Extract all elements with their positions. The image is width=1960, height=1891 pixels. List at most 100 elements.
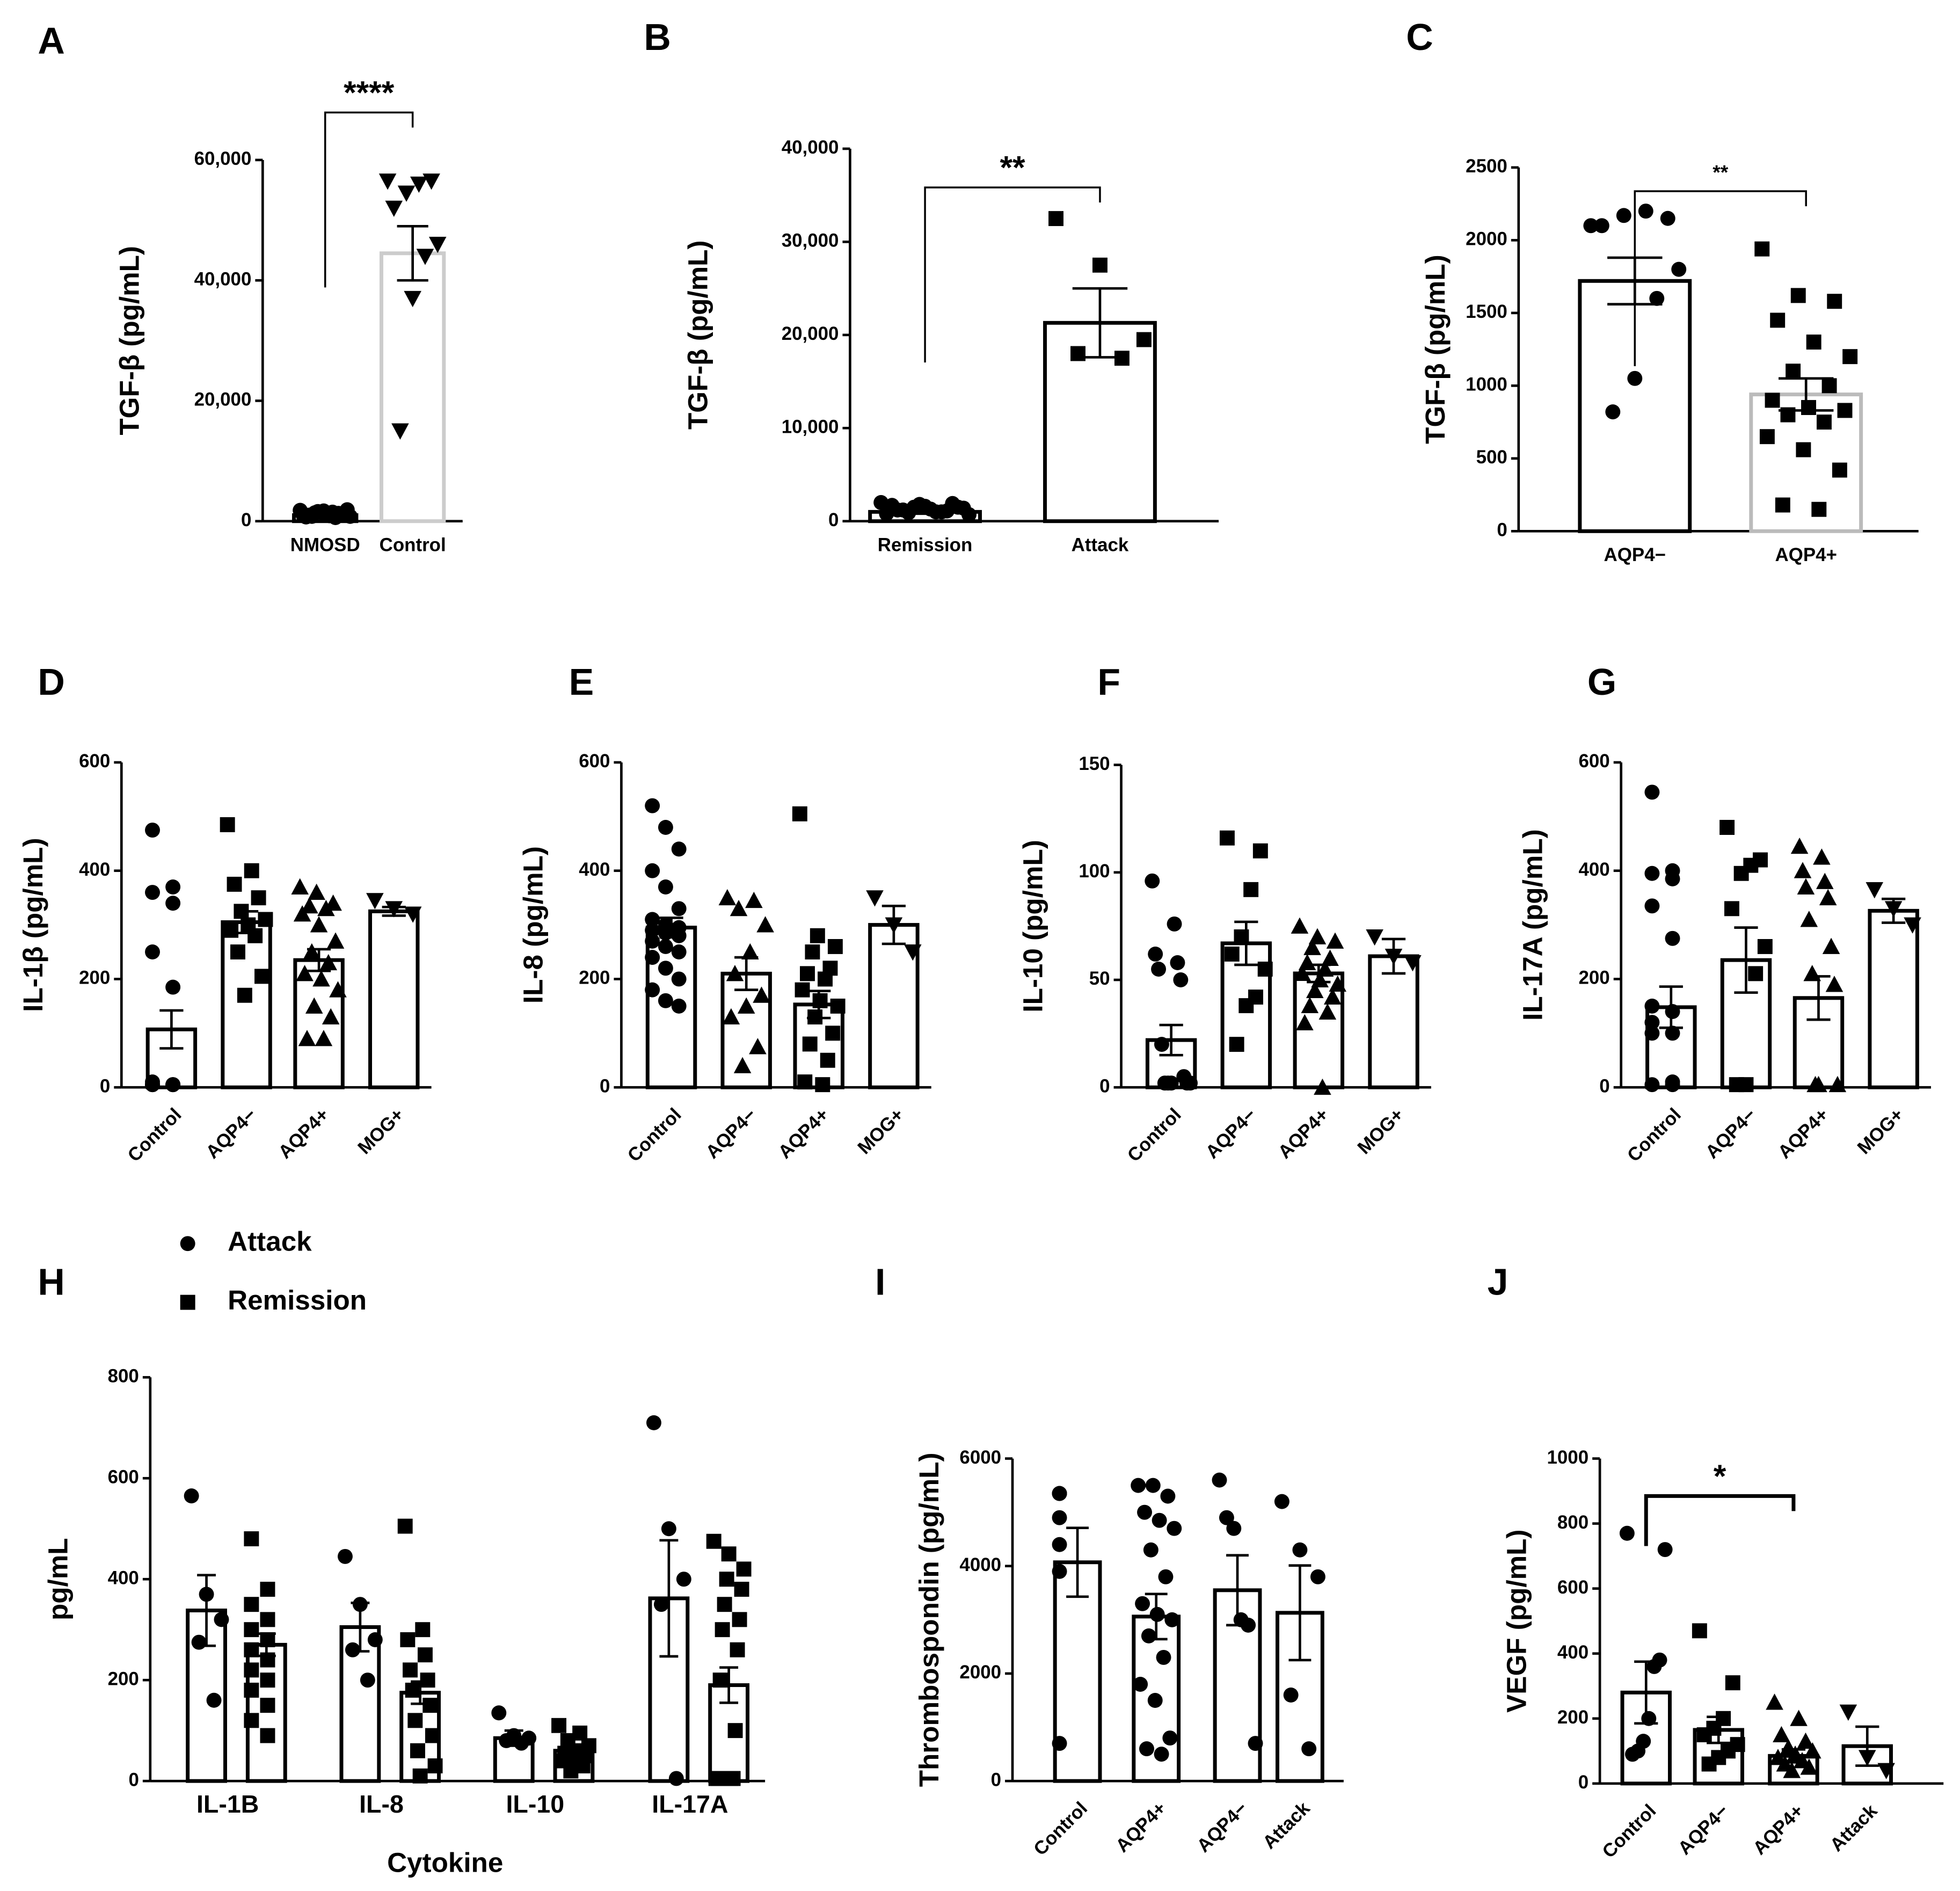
data-point <box>1152 1512 1167 1528</box>
data-point <box>749 1038 767 1054</box>
x-tick-label: Attack <box>1259 1798 1314 1853</box>
data-point <box>1811 501 1827 517</box>
data-point <box>184 1488 199 1504</box>
data-point <box>308 883 325 900</box>
y-tick-label: 4000 <box>959 1554 1001 1575</box>
data-point <box>797 1074 813 1090</box>
data-point <box>658 820 673 835</box>
data-point <box>1164 1612 1180 1627</box>
x-tick-label: AQP4+ <box>774 1104 833 1162</box>
x-tick-label: AQP4− <box>1193 1798 1251 1856</box>
data-point <box>1794 862 1812 878</box>
data-point <box>499 1733 514 1748</box>
data-point <box>291 878 309 894</box>
y-tick-label: 20,000 <box>782 323 839 344</box>
data-point <box>223 922 239 938</box>
data-point <box>422 173 440 190</box>
x-tick-label: Attack <box>1826 1800 1881 1856</box>
significance-bracket <box>324 111 414 288</box>
data-point <box>551 1718 566 1733</box>
data-point <box>1296 1014 1314 1031</box>
data-point <box>301 897 318 914</box>
data-point <box>1665 1004 1680 1019</box>
data-point <box>427 1758 443 1773</box>
x-tick-label: AQP4− <box>1604 544 1666 565</box>
data-point <box>247 928 263 943</box>
data-point <box>1828 1075 1847 1093</box>
data-point <box>1644 1025 1660 1041</box>
error-bar <box>1806 975 1831 1021</box>
significance-label: ** <box>1000 149 1025 186</box>
error-bar <box>1882 897 1906 924</box>
data-point <box>1624 1747 1640 1762</box>
data-point <box>1323 988 1342 1005</box>
y-tick-label: 500 <box>1476 447 1507 468</box>
data-point <box>1644 866 1660 881</box>
data-point <box>237 987 252 1003</box>
data-point <box>404 290 421 308</box>
data-point <box>1657 1542 1673 1558</box>
legend-label: Remission <box>228 1285 367 1315</box>
x-tick-label: AQP4+ <box>1749 1800 1808 1859</box>
data-point <box>1162 1730 1178 1746</box>
x-tick-label: AQP4+ <box>1112 1798 1170 1856</box>
data-point <box>244 1531 259 1546</box>
data-point <box>1696 1727 1712 1742</box>
data-point <box>730 1642 745 1657</box>
y-axis-label: Thrombospondin (pg/mL) <box>914 1452 944 1787</box>
data-point <box>1692 1623 1707 1639</box>
data-point <box>397 185 416 202</box>
data-point <box>303 943 321 959</box>
data-point <box>727 1723 743 1739</box>
data-point <box>165 896 181 911</box>
data-point <box>1839 1704 1857 1721</box>
data-point <box>403 1662 418 1678</box>
x-tick-label: MOG+ <box>854 1104 908 1158</box>
data-point <box>1783 1762 1801 1778</box>
error-bar <box>1072 287 1128 359</box>
significance-label: ** <box>1713 161 1728 183</box>
y-axis-label: IL-1β (pg/mL) <box>18 838 48 1012</box>
data-point <box>1052 1486 1067 1501</box>
data-point <box>1773 1726 1790 1742</box>
data-point <box>1219 1510 1234 1525</box>
error-bar <box>307 948 331 972</box>
data-point <box>1804 1742 1821 1759</box>
data-point <box>206 1692 222 1708</box>
panel-label: B <box>644 16 671 58</box>
data-point <box>416 249 434 265</box>
error-bar <box>1659 985 1683 1029</box>
data-point <box>1283 1688 1299 1703</box>
data-point <box>1649 290 1665 306</box>
panel: Hpg/mL 0 200 400 600 800 IL-1B IL-8 IL-10 IL-17A C… <box>38 1226 766 1878</box>
data-point <box>658 993 673 1008</box>
panel: E IL-8 (pg/mL) 0 200 400 600 Control AQP4− AQP4+… <box>518 661 931 1166</box>
data-point <box>1801 400 1816 415</box>
data-point <box>825 1025 841 1041</box>
data-point <box>1147 1693 1163 1708</box>
data-point <box>928 504 944 520</box>
y-tick-label: 0 <box>600 1075 610 1096</box>
data-point <box>317 900 335 917</box>
data-point <box>1813 848 1831 865</box>
data-point <box>1786 363 1801 379</box>
data-point <box>367 1632 383 1647</box>
data-point <box>319 954 338 971</box>
data-point <box>1301 1741 1317 1757</box>
data-point <box>1725 1675 1740 1691</box>
data-point <box>407 1713 423 1728</box>
data-point <box>712 1672 728 1688</box>
data-point <box>391 423 409 440</box>
x-tick-label: Attack <box>1072 534 1129 555</box>
error-bar <box>1159 1023 1183 1057</box>
panel: C TGF-β (pg/mL) 0 500 1000 1500 2000 2500 AQP4− A… <box>1406 16 1919 565</box>
data-point <box>1257 962 1273 977</box>
error-bar <box>881 904 906 946</box>
data-point <box>745 891 763 908</box>
data-point <box>658 939 673 954</box>
data-point <box>658 879 673 894</box>
data-point <box>1158 1569 1174 1584</box>
data-point <box>227 876 242 892</box>
data-point <box>1627 370 1643 386</box>
